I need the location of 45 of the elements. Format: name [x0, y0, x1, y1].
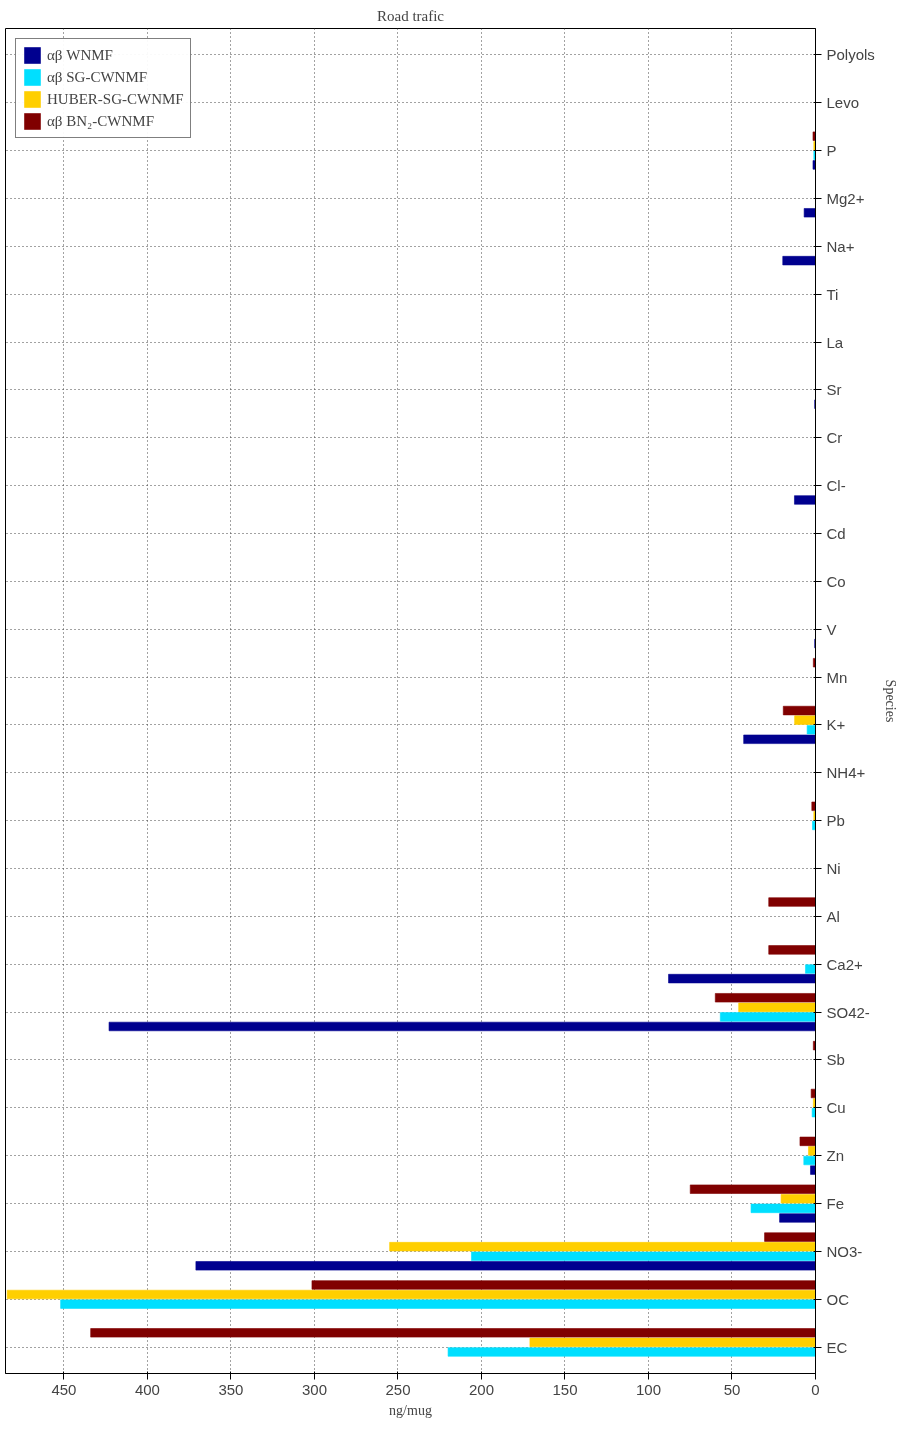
- y-tick-label: Sr: [826, 381, 842, 399]
- legend-label: HUBER-SG-CWNMF: [47, 90, 184, 108]
- y-tick-label: Levo: [826, 94, 860, 112]
- y-tick-label: Zn: [826, 1147, 845, 1165]
- x-tick-label: 450: [51, 1380, 77, 1398]
- y-axis-title: Species: [882, 679, 898, 723]
- x-tick-label: 350: [218, 1380, 244, 1398]
- x-tick-label: 150: [552, 1380, 578, 1398]
- y-tick-label: OC: [826, 1290, 850, 1308]
- y-tick-label: La: [826, 333, 844, 351]
- y-tick-label: Polyols: [826, 46, 875, 64]
- x-tick-label: 0: [811, 1380, 820, 1398]
- y-tick-label: P: [826, 142, 837, 160]
- legend-label: αβ BN₂-CWNMF: [47, 112, 154, 130]
- y-tick-label: V: [826, 620, 837, 638]
- y-tick-label: Cr: [826, 429, 843, 447]
- y-tick-label: Cl-: [826, 477, 846, 495]
- y-tick-label: Na+: [826, 237, 855, 255]
- y-tick-label: Ti: [826, 285, 839, 303]
- y-tick-label: NO3-: [826, 1242, 863, 1260]
- y-tick-label: Ca2+: [826, 955, 864, 973]
- x-tick-label: 250: [385, 1380, 411, 1398]
- y-tick-label: EC: [826, 1338, 848, 1356]
- legend-label: αβ WNMF: [47, 46, 113, 64]
- y-tick-label: Sb: [826, 1051, 845, 1069]
- x-tick-label: 50: [723, 1380, 741, 1398]
- y-tick-label: Ni: [826, 860, 841, 878]
- y-tick-label: Al: [826, 907, 840, 925]
- y-tick-label: K+: [826, 716, 846, 734]
- y-tick-label: Cd: [826, 524, 846, 542]
- y-tick-label: Mg2+: [826, 189, 865, 207]
- legend-label: αβ SG-CWNMF: [47, 68, 148, 86]
- y-tick-label: NH4+: [826, 764, 866, 782]
- x-tick-label: 400: [134, 1380, 160, 1398]
- chart-title: Road trafic: [376, 7, 445, 24]
- y-tick-label: Cu: [826, 1099, 846, 1117]
- y-tick-label: Fe: [826, 1195, 845, 1213]
- x-tick-label: 100: [635, 1380, 662, 1398]
- y-tick-label: SO42-: [826, 1003, 870, 1021]
- x-tick-label: 300: [301, 1380, 327, 1398]
- y-tick-label: Mn: [826, 668, 848, 686]
- x-tick-label: 200: [468, 1380, 494, 1398]
- x-axis-title: ng/mug: [389, 1402, 432, 1418]
- y-tick-label: Co: [826, 572, 846, 590]
- y-tick-label: Pb: [826, 812, 845, 830]
